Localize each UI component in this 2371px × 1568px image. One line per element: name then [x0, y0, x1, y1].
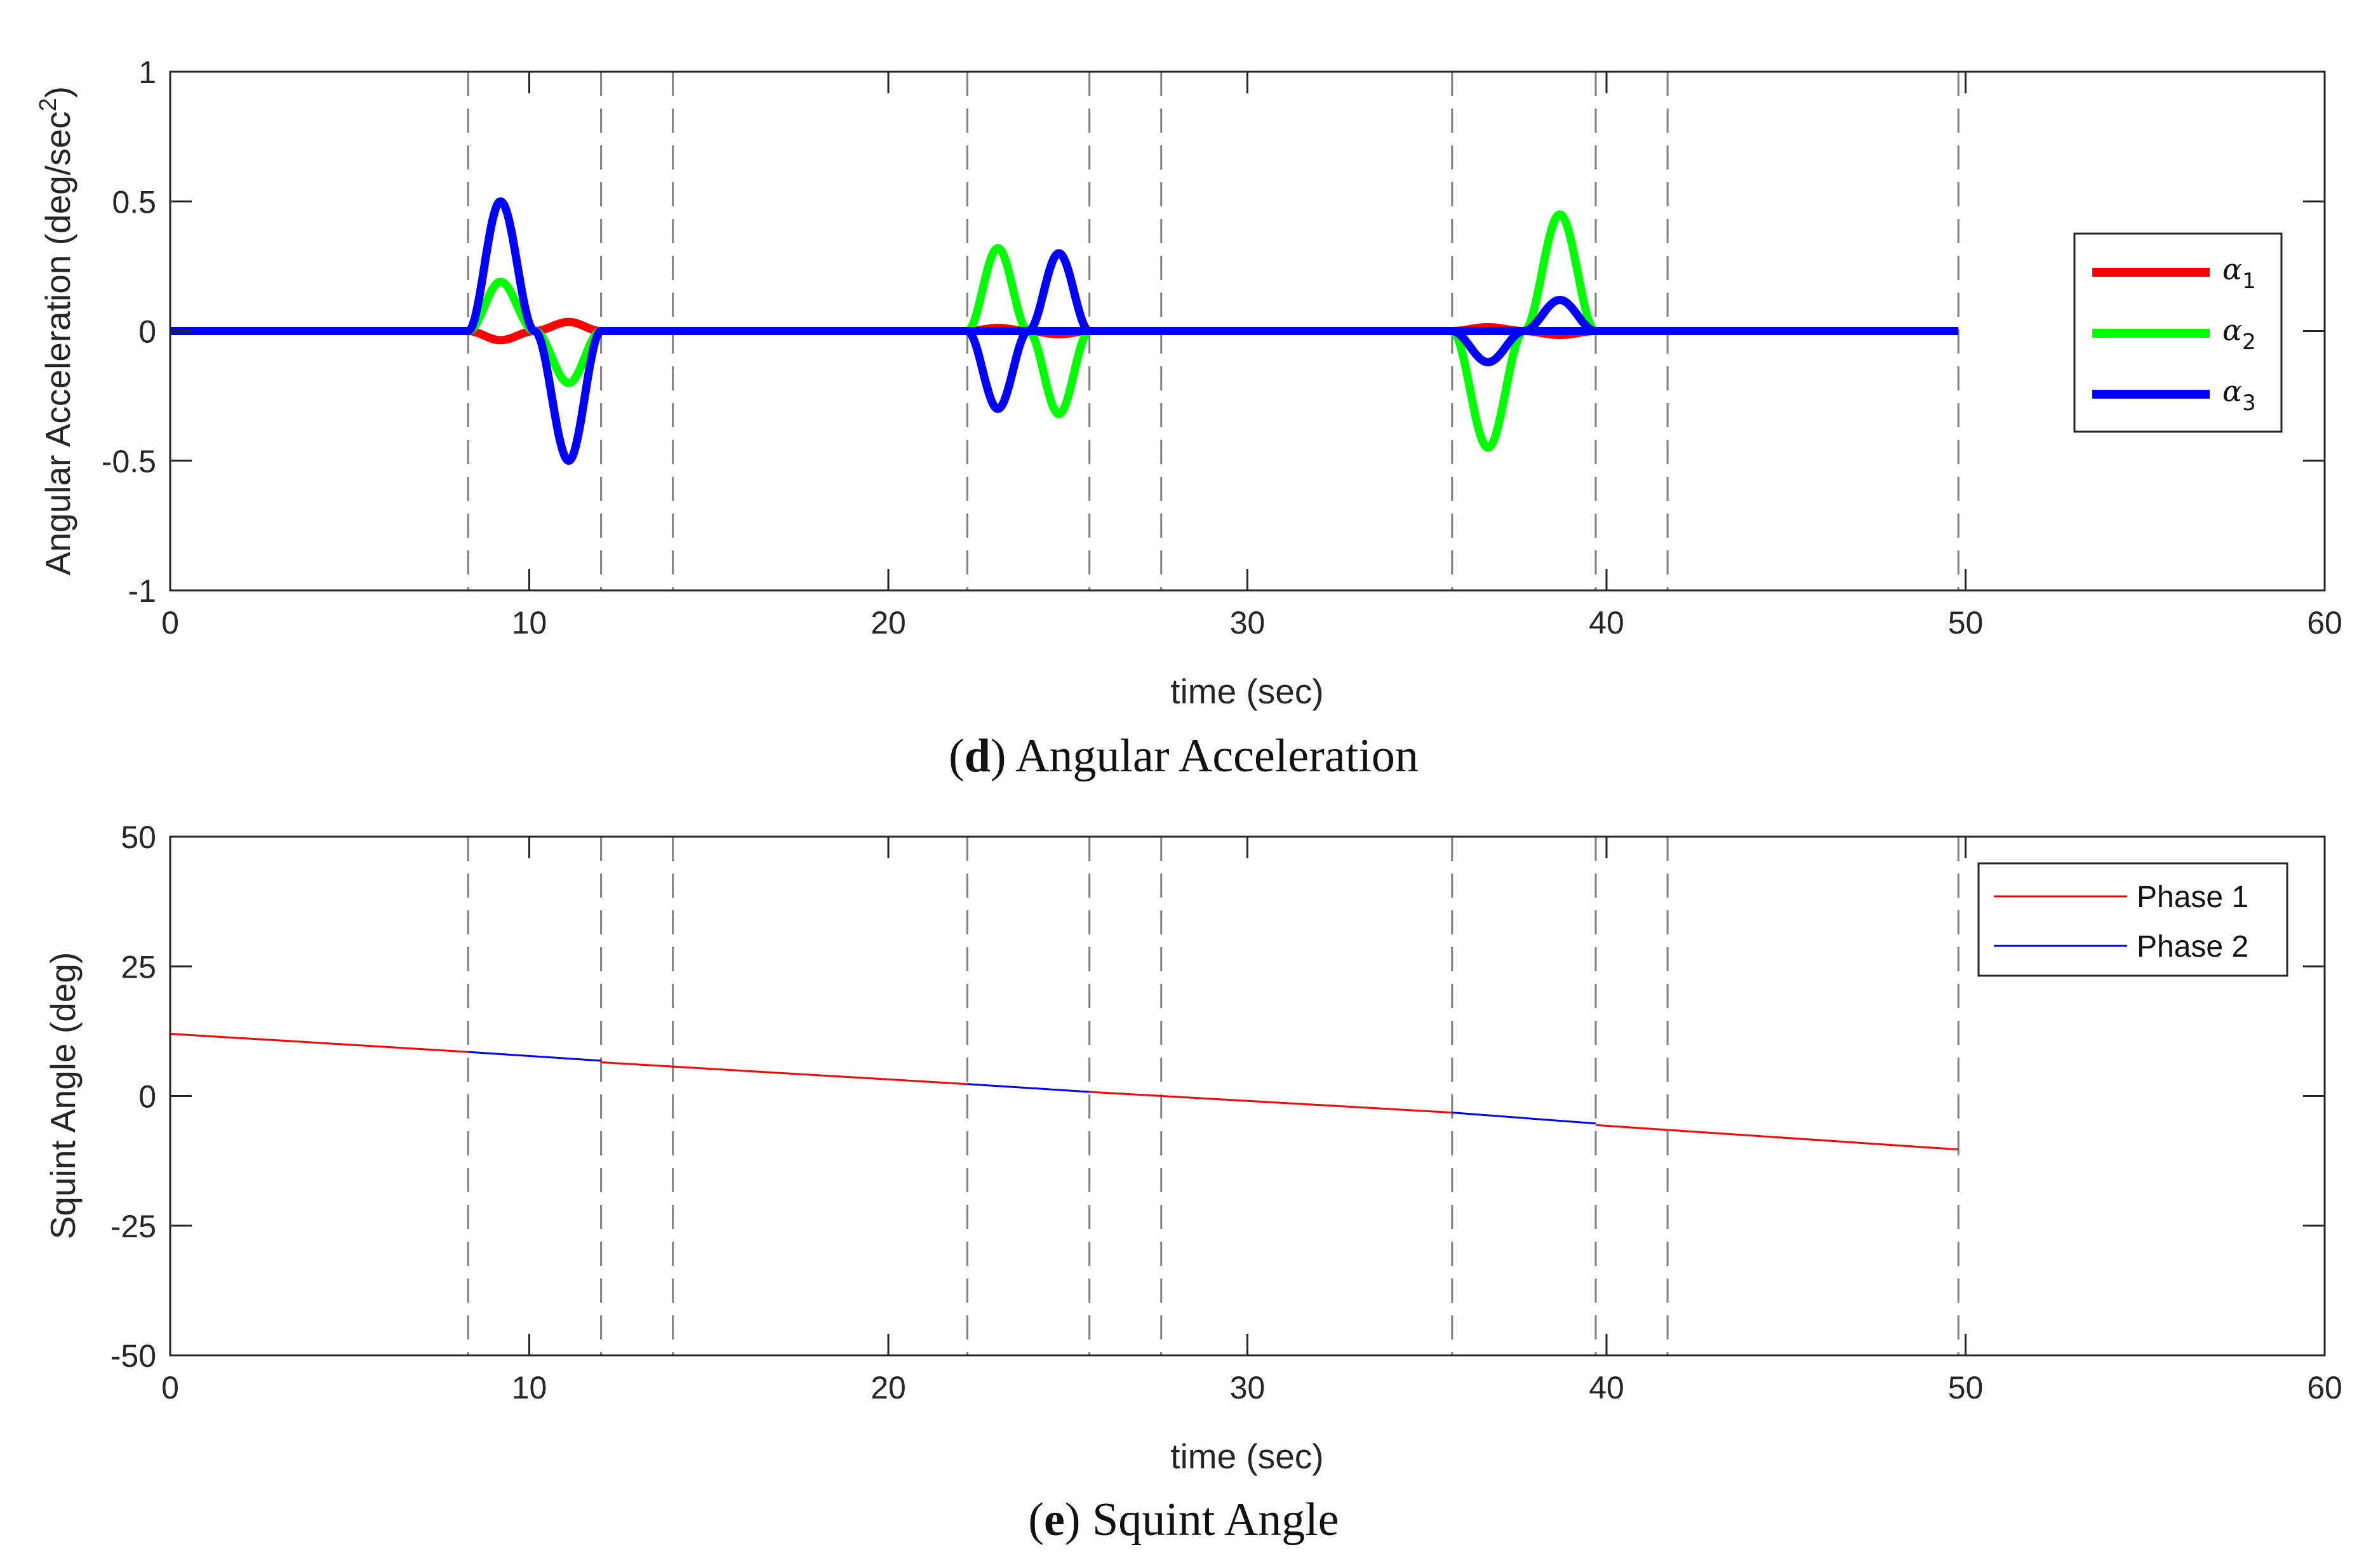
- legend-entry-alpha1: α1: [2092, 252, 2256, 294]
- legend-label: α1: [2222, 252, 2256, 294]
- series-line-2: [1452, 1112, 1596, 1125]
- legend-label: α2: [2222, 313, 2256, 355]
- plot-lines: [170, 197, 1959, 465]
- y-tick-label: 50: [121, 820, 156, 855]
- y-tick-label: 0.5: [112, 184, 156, 220]
- series-line-1: [170, 1033, 469, 1053]
- y-axis-label: Angular Acceleration (deg/sec2): [35, 86, 77, 575]
- x-tick-label: 30: [1230, 605, 1266, 641]
- legend-label: α3: [2222, 374, 2256, 416]
- legend: α1 α2 α3: [2073, 232, 2283, 433]
- y-tick-label: 0: [138, 314, 156, 350]
- x-tick-label: 0: [161, 1370, 179, 1405]
- y-tick-labels: -1 -0.5 0 0.5 1: [102, 55, 156, 609]
- series-line-1: [601, 1061, 968, 1086]
- legend: Phase 1 Phase 2: [1977, 862, 2288, 977]
- series-line-2: [967, 1083, 1090, 1093]
- y-tick-labels: -50 -25 0 25 50: [110, 820, 156, 1374]
- x-tick-labels: 0 10 20 30 40 50 60: [161, 1370, 2342, 1405]
- caption-e: (e) Squint Angle: [1028, 1494, 1339, 1546]
- y-tick-label: -0.5: [102, 444, 156, 479]
- caption-d: (d) Angular Acceleration: [949, 730, 1419, 782]
- y-axis-label: Squint Angle (deg): [43, 952, 83, 1240]
- legend-entry-phase-2: Phase 2: [1994, 930, 2248, 964]
- series-line-2: [468, 1051, 601, 1062]
- y-tick-label: -25: [110, 1209, 156, 1244]
- series-line-1: [1089, 1091, 1452, 1114]
- legend-entry-alpha3: α3: [2092, 374, 2256, 416]
- y-tick-label: -1: [128, 573, 156, 609]
- legend-label: Phase 2: [2137, 930, 2248, 964]
- series-line-3: [964, 249, 1093, 413]
- panel-squint-angle: 0 10 20 30 40 50 60 -50 -25 0 25 50 time (sec) Squ…: [43, 820, 2342, 1546]
- x-tick-label: 40: [1589, 605, 1624, 641]
- series-line-3: [170, 197, 1959, 465]
- x-tick-label: 20: [871, 605, 906, 641]
- x-tick-label: 60: [2307, 605, 2342, 641]
- x-tick-label: 0: [161, 605, 179, 641]
- y-tick-label: 25: [121, 949, 156, 985]
- series-line-3: [1449, 296, 1599, 366]
- y-tick-label: 1: [138, 55, 156, 90]
- tick-marks: [169, 835, 2326, 1357]
- series-line-1: [1595, 1124, 1959, 1151]
- x-tick-label: 10: [512, 605, 547, 641]
- legend-entry-alpha2: α2: [2092, 313, 2256, 355]
- plot-lines: [170, 1033, 1959, 1151]
- tick-marks: [169, 70, 2326, 592]
- legend-label: Phase 1: [2137, 880, 2248, 914]
- x-axis-label: time (sec): [1170, 672, 1323, 711]
- legend-entry-phase-1: Phase 1: [1994, 880, 2248, 914]
- x-tick-label: 60: [2307, 1370, 2342, 1405]
- x-tick-label: 10: [512, 1370, 547, 1405]
- x-tick-label: 50: [1948, 605, 1984, 641]
- panel-angular-acceleration: 0 10 20 30 40 50 60 -1 -0.5 0 0.5 1 time (sec) Ang…: [35, 55, 2342, 782]
- x-tick-labels: 0 10 20 30 40 50 60: [161, 605, 2342, 641]
- x-tick-label: 20: [871, 1370, 906, 1405]
- y-tick-label: 0: [138, 1079, 156, 1115]
- y-tick-label: -50: [110, 1338, 156, 1374]
- x-tick-label: 50: [1948, 1370, 1984, 1405]
- x-tick-label: 30: [1230, 1370, 1266, 1405]
- x-axis-label: time (sec): [1170, 1437, 1323, 1476]
- x-tick-label: 40: [1589, 1370, 1624, 1405]
